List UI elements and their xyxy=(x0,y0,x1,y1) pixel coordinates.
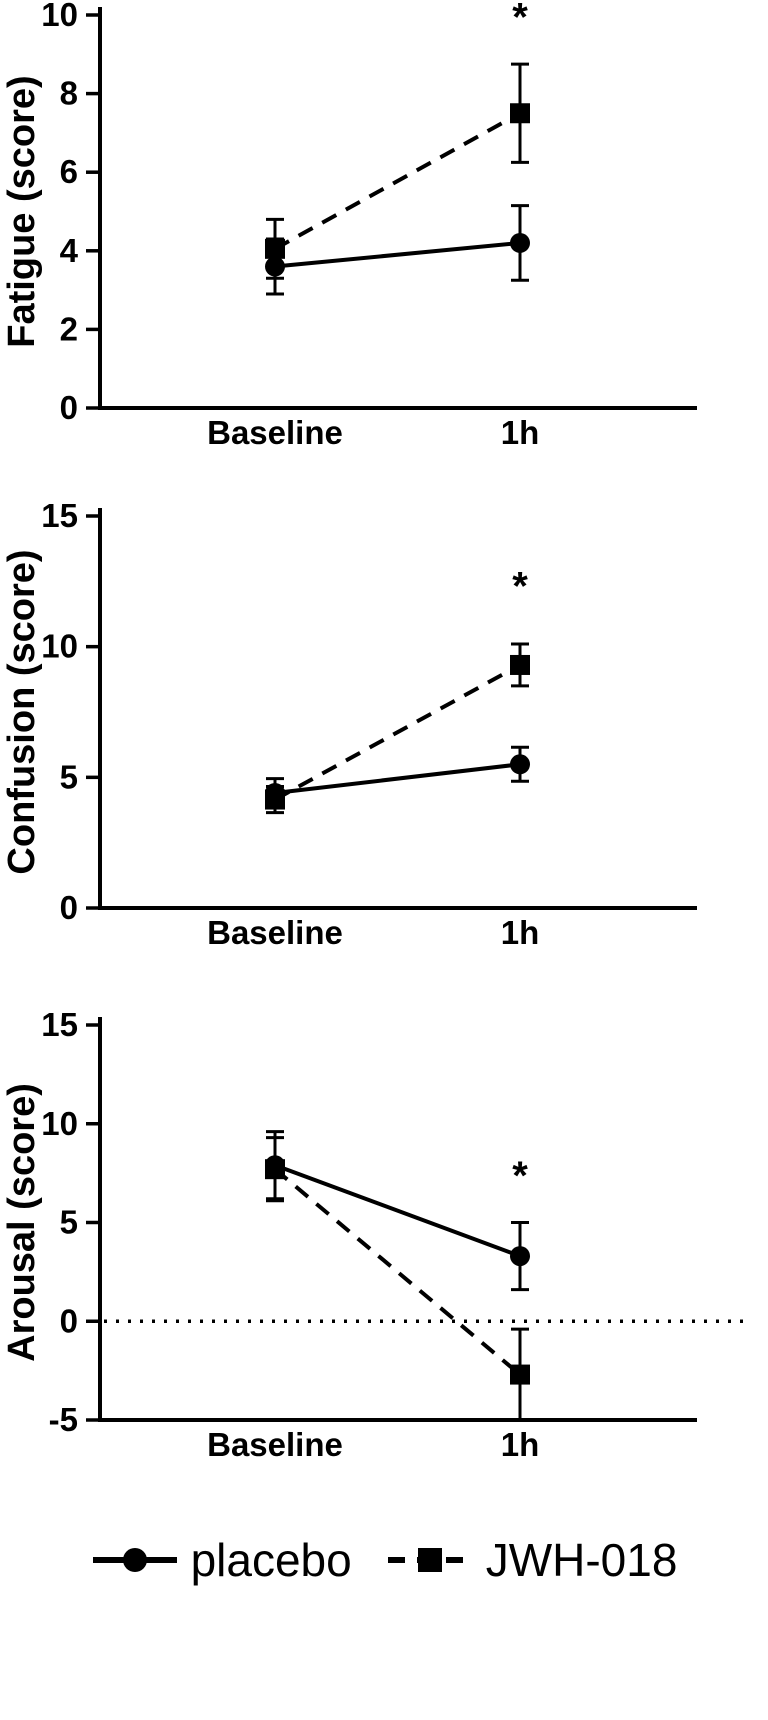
placebo-marker xyxy=(510,1246,530,1267)
y-tick-label: 15 xyxy=(41,1006,78,1043)
y-tick-label: 10 xyxy=(41,1105,78,1142)
placebo-marker xyxy=(265,256,285,277)
x-tick-label: Baseline xyxy=(207,414,343,451)
y-tick-label: 5 xyxy=(60,758,78,795)
JWH-018-line xyxy=(273,1167,522,1377)
jwh018-marker-icon xyxy=(387,1548,472,1572)
y-axis-title: Arousal (score) xyxy=(1,1083,43,1362)
y-tick-label: 0 xyxy=(60,1302,78,1339)
JWH-018-marker xyxy=(510,654,530,675)
x-tick-label: 1h xyxy=(501,414,540,451)
y-tick-label: 10 xyxy=(41,628,78,665)
arousal-chart: -5 0 5 10 15 Arousal (score) Baseline 1h * xyxy=(0,975,768,1475)
y-tick-label: 0 xyxy=(60,389,78,426)
confusion-chart-canvas: 0 5 10 15 Confusion (score) Baseline 1h * xyxy=(1,497,697,951)
x-tick-label: Baseline xyxy=(207,1426,343,1463)
fatigue-chart: 0 2 4 6 8 10 Fatigue (score) Baseline 1h * xyxy=(0,0,768,470)
placebo-marker xyxy=(510,754,530,775)
y-tick-label: 2 xyxy=(60,310,78,347)
legend-item-jwh018: JWH-018 xyxy=(386,1533,678,1587)
x-tick-label: Baseline xyxy=(207,914,343,951)
y-tick-label: 10 xyxy=(41,0,78,33)
arousal-chart-canvas: -5 0 5 10 15 Arousal (score) Baseline 1h * xyxy=(1,1006,746,1463)
significance-asterisk: * xyxy=(512,0,528,40)
y-tick-label: 8 xyxy=(60,75,78,112)
significance-asterisk: * xyxy=(512,565,528,609)
y-tick-label: 4 xyxy=(60,232,79,269)
placebo-line xyxy=(274,240,521,269)
legend-item-placebo: placebo xyxy=(91,1533,352,1587)
placebo-marker xyxy=(510,232,530,253)
placebo-marker xyxy=(265,783,285,804)
y-tick-label: 0 xyxy=(60,889,78,926)
JWH-018-marker xyxy=(510,103,530,124)
y-tick-label: -5 xyxy=(49,1401,78,1438)
y-axis-title: Fatigue (score) xyxy=(1,75,43,347)
legend-label-jwh018: JWH-018 xyxy=(485,1534,678,1586)
x-tick-label: 1h xyxy=(501,1426,540,1463)
fatigue-chart-canvas: 0 2 4 6 8 10 Fatigue (score) Baseline 1h * xyxy=(1,0,697,451)
y-axis-title: Confusion (score) xyxy=(1,549,43,874)
JWH-018-line xyxy=(274,111,521,251)
confusion-chart: 0 5 10 15 Confusion (score) Baseline 1h * xyxy=(0,470,768,975)
placebo-line xyxy=(274,762,521,795)
x-tick-label: 1h xyxy=(501,914,540,951)
JWH-018-line xyxy=(274,663,521,802)
y-tick-label: 6 xyxy=(60,153,78,190)
placebo-marker-icon xyxy=(92,1548,177,1572)
JWH-018-marker xyxy=(510,1364,530,1385)
placebo-marker xyxy=(265,1155,285,1176)
legend: placebo JWH-018 xyxy=(0,1475,768,1587)
y-tick-label: 5 xyxy=(60,1204,78,1241)
placebo-line xyxy=(274,1163,521,1258)
y-tick-label: 15 xyxy=(41,497,78,534)
legend-label-placebo: placebo xyxy=(190,1534,352,1586)
significance-asterisk: * xyxy=(512,1154,528,1198)
